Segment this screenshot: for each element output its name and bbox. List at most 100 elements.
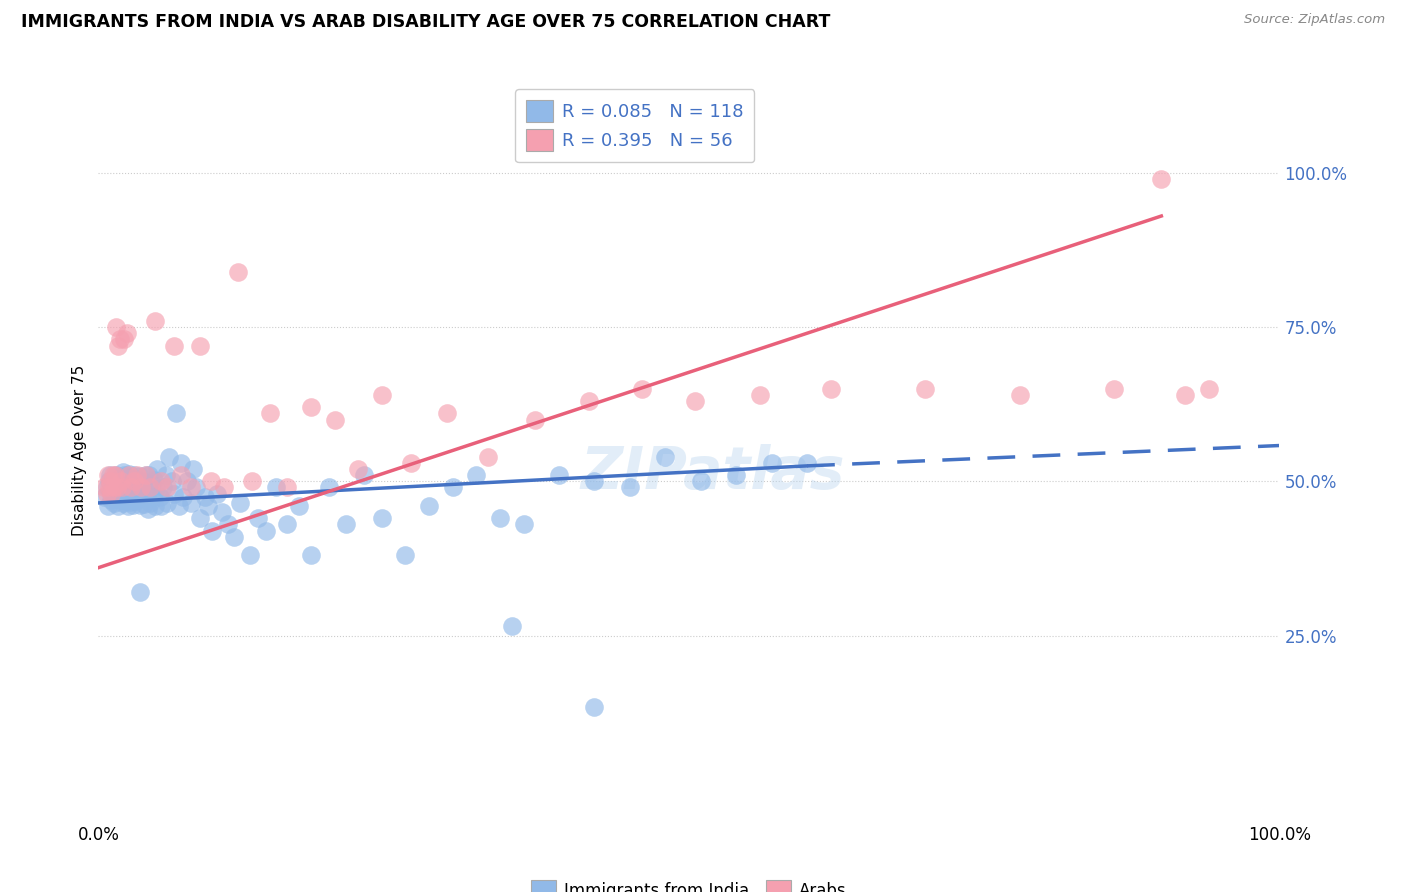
Point [107,338,129,352]
Point [124,476,146,491]
Point [131,491,153,505]
Point [128,498,150,512]
Point [205,486,228,500]
Point [121,480,143,494]
Point [465,468,488,483]
Point [181,462,204,476]
Point [401,456,423,470]
Point [93,490,115,504]
Point [108,332,131,346]
Point [103,496,125,510]
Legend: Immigrants from India, Arabs: Immigrants from India, Arabs [524,873,853,892]
Point [118,468,141,483]
Point [157,450,180,464]
Point [145,482,167,496]
Point [211,505,233,519]
Point [748,388,770,402]
Point [239,549,262,563]
Point [100,486,122,500]
Point [103,471,125,485]
Point [371,511,394,525]
Point [98,483,121,498]
Point [156,480,179,494]
Point [115,326,138,341]
Point [524,412,547,426]
Point [186,480,208,494]
Point [149,490,172,504]
Point [583,475,606,489]
Point [139,496,162,510]
Point [200,475,222,489]
Point [128,469,150,483]
Text: Source: ZipAtlas.com: Source: ZipAtlas.com [1244,13,1385,27]
Point [224,530,246,544]
Point [98,475,121,489]
Point [129,482,152,496]
Point [112,496,135,510]
Point [112,465,135,479]
Point [114,479,136,493]
Point [548,468,571,483]
Point [122,468,145,483]
Point [246,511,269,525]
Point [135,468,157,483]
Point [820,382,842,396]
Point [121,498,143,512]
Point [201,524,224,538]
Point [163,486,186,500]
Point [110,492,132,507]
Point [167,499,190,513]
Point [170,456,193,470]
Point [139,480,162,494]
Point [117,476,139,491]
Point [98,480,121,494]
Point [105,480,128,494]
Point [135,468,157,483]
Point [112,332,135,346]
Point [146,462,169,476]
Point [276,517,298,532]
Point [240,475,263,489]
Point [143,499,166,513]
Point [142,490,165,504]
Point [689,475,711,489]
Point [172,490,194,504]
Point [156,496,179,510]
Point [98,468,121,483]
Point [160,475,183,489]
Point [118,467,141,481]
Point [477,450,499,464]
Point [96,480,118,494]
Point [170,468,193,483]
Point [436,407,458,421]
Point [1174,388,1197,402]
Point [914,382,936,396]
Point [630,382,652,396]
Point [323,412,346,426]
Point [318,480,340,494]
Point [197,499,219,513]
Point [226,264,249,278]
Point [1150,172,1173,186]
Point [127,479,149,493]
Point [118,491,141,506]
Point [124,494,146,508]
Point [229,496,252,510]
Point [125,472,148,486]
Point [111,480,134,494]
Point [578,394,600,409]
Point [152,480,174,494]
Point [441,480,464,494]
Y-axis label: Disability Age Over 75: Disability Age Over 75 [72,365,87,536]
Point [114,494,136,508]
Point [105,480,128,494]
Point [128,490,150,504]
Point [105,483,128,498]
Point [97,468,120,483]
Point [619,480,641,494]
Point [108,490,131,504]
Point [654,450,676,464]
Point [194,490,217,504]
Point [111,483,134,498]
Point [100,492,122,507]
